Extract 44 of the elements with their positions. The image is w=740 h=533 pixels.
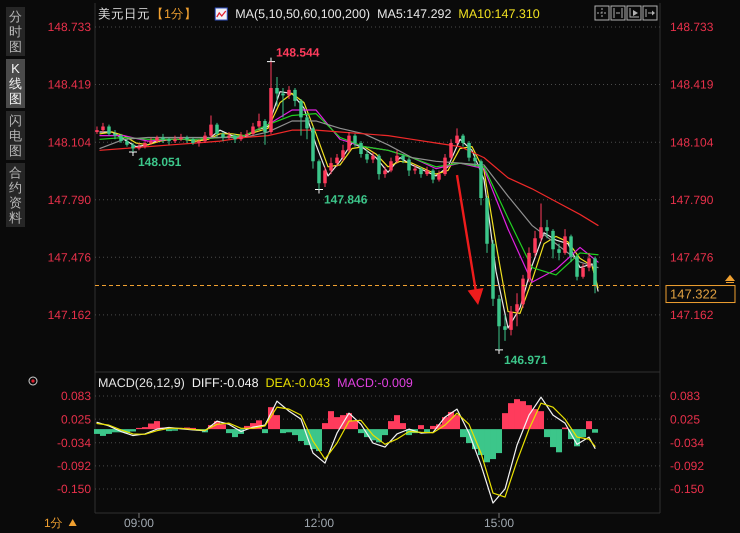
annotation: 147.846 bbox=[324, 192, 368, 207]
text: MA5:147.292 bbox=[377, 7, 452, 21]
annotation: 146.971 bbox=[504, 352, 548, 367]
y2-tick-label: -0.150 bbox=[670, 482, 704, 496]
y2-tick-label: 147.162 bbox=[670, 308, 714, 322]
text: 闪电图 bbox=[9, 113, 22, 158]
series-label: DIFF:-0.048 bbox=[192, 376, 259, 390]
text: 分时图 bbox=[9, 9, 22, 54]
x-tick-label: 09:00 bbox=[124, 516, 154, 530]
y-tick-label: 148.104 bbox=[48, 135, 92, 150]
text: 合约资料 bbox=[9, 165, 22, 225]
y-tick-label: 147.476 bbox=[48, 250, 92, 265]
x-tick-label: 12:00 bbox=[304, 516, 334, 530]
series-label: MACD:-0.009 bbox=[337, 376, 413, 390]
y-tick-label: 147.162 bbox=[48, 308, 92, 322]
y-tick-label: 147.790 bbox=[48, 192, 92, 207]
y2-tick-label: 148.419 bbox=[670, 78, 714, 92]
legend-title: MA(5,10,50,60,100,200) bbox=[235, 7, 370, 21]
y-tick-label: -0.034 bbox=[56, 436, 92, 450]
y2-tick-label: 147.476 bbox=[670, 250, 714, 265]
annotation: 148.544 bbox=[276, 46, 320, 60]
y2-tick-label: 148.104 bbox=[670, 135, 714, 150]
y-tick-label: 148.419 bbox=[48, 78, 92, 92]
chart-title: 美元日元 bbox=[98, 6, 150, 21]
x-tick-label: 15:00 bbox=[484, 516, 514, 530]
y2-tick-label: 0.083 bbox=[670, 389, 700, 404]
ref-line-label: 147.322 bbox=[670, 286, 717, 302]
series-label: DEA:-0.043 bbox=[266, 376, 330, 390]
text: MA10:147.310 bbox=[458, 7, 540, 21]
y2-tick-label: -0.092 bbox=[670, 459, 704, 474]
y2-tick-label: 147.790 bbox=[670, 192, 714, 207]
y2-tick-label: 0.025 bbox=[670, 412, 700, 426]
y-tick-label: 148.733 bbox=[48, 20, 92, 34]
chart-subtitle: 【1分】 bbox=[151, 7, 197, 21]
text: 1分 bbox=[44, 516, 63, 530]
legend-title: MACD(26,12,9) bbox=[98, 376, 185, 390]
y-tick-label: 0.083 bbox=[60, 389, 92, 404]
y-tick-label: -0.150 bbox=[56, 482, 92, 496]
y-tick-label: 0.025 bbox=[60, 412, 92, 426]
text: K线图 bbox=[9, 61, 22, 106]
y2-tick-label: 148.733 bbox=[670, 20, 714, 34]
annotation: 148.051 bbox=[138, 154, 182, 169]
y2-tick-label: -0.034 bbox=[670, 436, 704, 450]
y-tick-label: -0.092 bbox=[56, 459, 92, 474]
